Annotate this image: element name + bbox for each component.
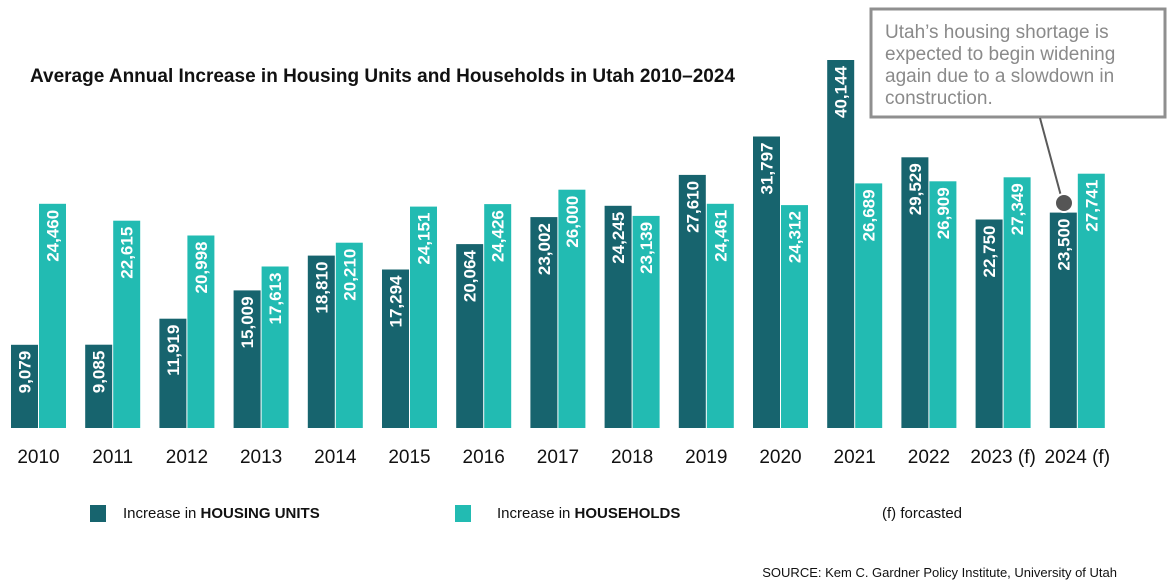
source-note: SOURCE: Kem C. Gardner Policy Institute,… xyxy=(762,565,1117,580)
value-label-housing-units: 31,797 xyxy=(758,143,777,195)
annotation-line: Utah’s housing shortage is xyxy=(885,22,1109,43)
bar-households xyxy=(632,215,660,428)
annotation-box xyxy=(869,7,1167,119)
bar-households xyxy=(558,189,586,428)
bar-households xyxy=(781,205,808,428)
legend-swatch-housing-units xyxy=(90,505,106,522)
value-label-housing-units: 40,144 xyxy=(832,65,851,118)
annotation-leader-line xyxy=(1039,117,1062,197)
bar-housing-units xyxy=(456,244,484,428)
bar-households xyxy=(410,206,437,428)
value-label-housing-units: 17,294 xyxy=(387,275,406,328)
value-label-households: 26,689 xyxy=(860,189,879,241)
value-label-households: 24,460 xyxy=(44,210,63,262)
bar-households xyxy=(855,183,883,428)
value-label-households: 20,210 xyxy=(340,249,359,301)
x-tick-label: 2016 xyxy=(463,447,505,468)
value-label-housing-units: 23,002 xyxy=(535,223,554,275)
bar-housing-units xyxy=(307,255,335,428)
bar-households xyxy=(1003,177,1031,428)
bar-housing-units xyxy=(382,269,409,428)
forecast-note: (f) forcasted xyxy=(882,505,962,522)
value-label-households: 23,139 xyxy=(637,222,656,274)
bar-housing-units xyxy=(604,205,632,428)
value-label-households: 24,312 xyxy=(786,211,805,263)
bar-households xyxy=(335,242,363,428)
bar-households xyxy=(187,235,215,428)
value-label-housing-units: 9,079 xyxy=(16,351,35,394)
value-label-households: 22,615 xyxy=(118,227,137,279)
bars-group xyxy=(11,60,1105,429)
value-label-households: 24,461 xyxy=(711,210,730,262)
annotation-callout: Utah’s housing shortage is expected to b… xyxy=(869,7,1167,213)
value-label-housing-units: 20,064 xyxy=(461,250,480,303)
bar-housing-units xyxy=(901,157,929,429)
bar-housing-units xyxy=(753,136,780,428)
annotation-marker-dot xyxy=(1054,193,1074,213)
value-label-housing-units: 9,085 xyxy=(90,351,109,394)
value-label-housing-units: 23,500 xyxy=(1054,219,1073,271)
x-tick-label: 2023 (f) xyxy=(970,447,1035,468)
x-tick-label: 2011 xyxy=(92,447,133,468)
bar-households xyxy=(484,204,512,428)
value-label-households: 26,000 xyxy=(563,196,582,248)
x-tick-label: 2021 xyxy=(834,447,876,468)
bar-households xyxy=(39,203,66,428)
value-label-housing-units: 11,919 xyxy=(164,325,183,376)
value-label-housing-units: 18,810 xyxy=(312,262,331,314)
x-tick-label: 2017 xyxy=(537,447,579,468)
x-tick-label: 2019 xyxy=(685,447,727,468)
value-label-households: 24,426 xyxy=(489,210,508,262)
bar-labels-group: 9,079 24,460 9,085 22,615 11,919 20,998 15,009… xyxy=(16,65,1102,393)
x-tick-label: 2020 xyxy=(759,447,801,468)
bar-households xyxy=(261,266,289,428)
bar-housing-units xyxy=(11,344,38,428)
bar-housing-units xyxy=(530,217,558,428)
value-label-households: 20,998 xyxy=(192,242,211,294)
bar-households xyxy=(1077,173,1105,428)
legend: Increase in HOUSING UNITS Increase in HO… xyxy=(90,505,962,522)
x-tick-label: 2010 xyxy=(17,447,59,468)
annotation-line: again due to a slowdown in xyxy=(885,66,1114,87)
x-tick-label: 2013 xyxy=(240,447,282,468)
value-label-households: 26,909 xyxy=(934,187,953,239)
x-tick-label: 2022 xyxy=(908,447,950,468)
bar-housing-units xyxy=(85,344,113,428)
value-label-housing-units: 15,009 xyxy=(238,296,257,348)
bar-housing-units xyxy=(1049,212,1077,428)
bar-housing-units xyxy=(159,318,187,428)
bar-housing-units xyxy=(678,174,706,428)
bar-households xyxy=(706,203,734,428)
bar-housing-units xyxy=(975,219,1003,428)
value-label-households: 17,613 xyxy=(266,273,285,325)
x-tick-label: 2012 xyxy=(166,447,208,468)
value-label-households: 24,151 xyxy=(415,213,434,265)
annotation-line: expected to begin widening xyxy=(885,44,1115,65)
value-label-housing-units: 22,750 xyxy=(980,226,999,278)
value-label-housing-units: 27,610 xyxy=(683,181,702,233)
value-label-households: 27,349 xyxy=(1008,183,1027,235)
value-label-housing-units: 29,529 xyxy=(906,163,925,215)
bar-households xyxy=(929,181,957,428)
bar-housing-units xyxy=(827,60,855,428)
value-label-households: 27,741 xyxy=(1082,180,1101,232)
chart-title: Average Annual Increase in Housing Units… xyxy=(30,66,735,87)
legend-label-housing-units: Increase in HOUSING UNITS xyxy=(123,505,320,522)
value-label-housing-units: 24,245 xyxy=(609,212,628,264)
x-tick-label: 2014 xyxy=(314,447,357,468)
legend-swatch-households xyxy=(455,505,471,522)
annotation-line: construction. xyxy=(885,88,993,109)
bar-housing-units xyxy=(233,290,261,428)
x-tick-label: 2018 xyxy=(611,447,653,468)
x-tick-label: 2024 (f) xyxy=(1045,447,1110,468)
bar-households xyxy=(113,220,141,428)
x-tick-labels: 2010 2011 2012 2013 2014 2015 2016 2017 2018 2019… xyxy=(17,447,1110,468)
legend-label-households: Increase in HOUSEHOLDS xyxy=(497,505,680,522)
x-tick-label: 2015 xyxy=(388,447,430,468)
